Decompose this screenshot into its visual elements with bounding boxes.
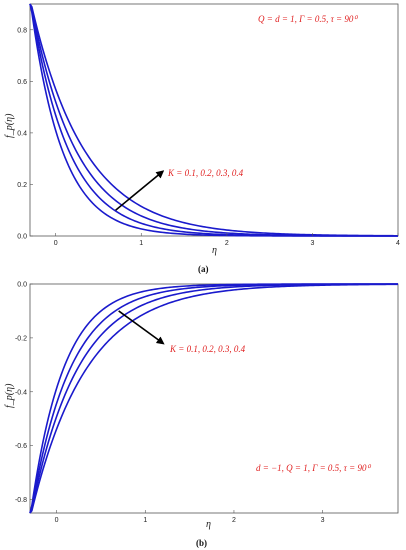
- plot-frame-b: [29, 283, 399, 514]
- arrow-label-a: K = 0.1, 0.2, 0.3, 0.4: [167, 168, 244, 178]
- series-line-a-2: [29, 3, 399, 237]
- series-line-a-3: [29, 3, 398, 237]
- x-tick-label-b: 1: [143, 517, 147, 524]
- y-axis-label-b: f_p(η): [4, 383, 15, 408]
- axis-ticks-b: 0.0 -0.2 -0.4 -0.6 -0.8 0 1 2 3: [15, 282, 325, 525]
- x-tick-label-a: 3: [310, 240, 314, 247]
- y-tick-label-a: 0.0: [17, 234, 27, 241]
- x-tick-label-a: 4: [396, 240, 400, 247]
- series-line-b-4: [29, 283, 399, 514]
- series-group-a: [29, 3, 399, 237]
- series-group-b: [29, 283, 399, 514]
- axis-ticks-a: 0.0 0.2 0.4 0.6 0.8 0 1 2 3 4: [17, 27, 400, 247]
- plot-frame-a: [29, 3, 399, 237]
- arrow-label-b: K = 0.1, 0.2, 0.3, 0.4: [169, 344, 246, 354]
- series-line-b-3: [29, 283, 398, 514]
- x-tick-label-b: 2: [232, 517, 236, 524]
- y-tick-label-a: 0.8: [17, 27, 27, 34]
- caption-b: (b): [196, 538, 207, 548]
- y-tick-label-b: -0.4: [15, 389, 27, 396]
- chart-panel-b: 0.0 -0.2 -0.4 -0.6 -0.8 0 1 2 3 K = 0.1, 0.2, 0.…: [4, 282, 399, 548]
- y-tick-label-b: 0.0: [17, 282, 27, 289]
- y-tick-label-b: -0.2: [15, 335, 27, 342]
- caption-a: (a): [198, 264, 209, 274]
- y-tick-label-a: 0.2: [17, 182, 27, 189]
- x-axis-label-a: η: [212, 245, 217, 256]
- y-tick-label-b: -0.6: [15, 443, 27, 450]
- y-tick-label-b: -0.8: [15, 497, 27, 504]
- y-axis-label-a: f_p(η): [4, 113, 15, 138]
- parameter-arrow-a: [115, 170, 165, 211]
- series-line-a-1: [29, 3, 398, 237]
- params-label-a: Q = d = 1, Γ = 0.5, τ = 90⁰: [258, 14, 358, 24]
- x-tick-label-b: 3: [321, 517, 325, 524]
- chart-panel-a: 0.0 0.2 0.4 0.6 0.8 0 1 2 3 4 K = 0.1, 0.2, 0.3, …: [4, 3, 400, 274]
- series-line-b-1: [29, 283, 398, 514]
- y-tick-label-a: 0.6: [17, 79, 27, 86]
- parameter-arrow-b: [118, 310, 165, 345]
- x-tick-label-a: 2: [225, 240, 229, 247]
- series-line-a-4: [29, 3, 399, 237]
- x-tick-label-a: 1: [139, 240, 143, 247]
- x-tick-label-a: 0: [54, 240, 58, 247]
- series-line-b-2: [29, 283, 398, 514]
- params-label-b: d = −1, Q = 1, Γ = 0.5, τ = 90⁰: [256, 463, 371, 473]
- y-tick-label-a: 0.4: [17, 130, 27, 137]
- x-tick-label-b: 0: [55, 517, 59, 524]
- x-axis-label-b: η: [206, 519, 211, 530]
